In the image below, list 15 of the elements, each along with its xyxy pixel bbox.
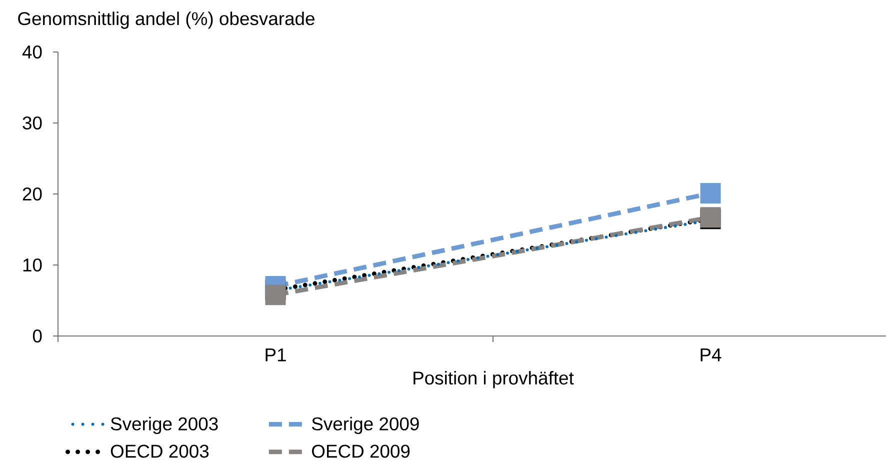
y-tick-label: 30 bbox=[22, 116, 42, 130]
y-tick-label: 0 bbox=[32, 329, 42, 343]
legend-label: Sverige 2009 bbox=[312, 416, 419, 434]
point bbox=[700, 183, 721, 204]
y-tick-label: 10 bbox=[23, 258, 42, 272]
x-axis-title: Position i provhäftet bbox=[414, 371, 574, 388]
legend-label: OECD 2003 bbox=[110, 444, 209, 458]
x-tick-label: P4 bbox=[700, 348, 722, 362]
y-axis-title: Genomsnittlig andel (%) obesvarade bbox=[18, 12, 314, 29]
legend-label: Sverige 2003 bbox=[110, 416, 218, 434]
legend-label: OECD 2009 bbox=[312, 444, 410, 458]
y-tick-label: 40 bbox=[22, 45, 42, 59]
y-tick-label: 20 bbox=[22, 187, 42, 201]
x-tick-label: P1 bbox=[266, 348, 286, 362]
point bbox=[265, 284, 286, 306]
